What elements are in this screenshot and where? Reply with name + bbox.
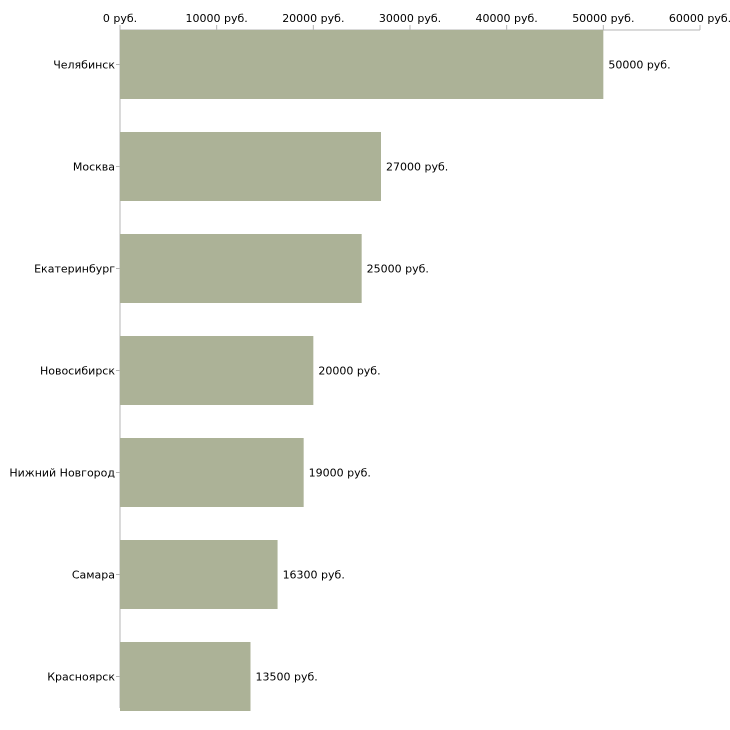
category-label: Новосибирск bbox=[40, 365, 115, 378]
x-tick-label: 40000 руб. bbox=[476, 12, 538, 25]
category-label: Москва bbox=[73, 161, 115, 174]
value-label: 13500 руб. bbox=[256, 671, 318, 684]
bar bbox=[120, 540, 278, 609]
category-label: Самара bbox=[72, 569, 115, 582]
value-label: 20000 руб. bbox=[318, 365, 380, 378]
x-tick-label: 20000 руб. bbox=[282, 12, 344, 25]
x-axis: 0 руб. 10000 руб. 20000 руб. 30000 руб. 4000… bbox=[103, 12, 730, 31]
x-tick-label: 0 руб. bbox=[103, 12, 137, 25]
bar bbox=[120, 30, 604, 99]
bars bbox=[120, 30, 604, 711]
category-label: Нижний Новгород bbox=[9, 467, 115, 480]
category-label: Челябинск bbox=[53, 59, 115, 72]
value-labels: 50000 руб. 27000 руб. 25000 руб. 20000 руб.… bbox=[256, 59, 671, 684]
bar bbox=[120, 438, 304, 507]
bar bbox=[120, 336, 314, 405]
category-label: Екатеринбург bbox=[34, 263, 115, 276]
value-label: 16300 руб. bbox=[283, 569, 345, 582]
bar bbox=[120, 132, 381, 201]
value-label: 25000 руб. bbox=[367, 263, 429, 276]
category-label: Красноярск bbox=[47, 671, 115, 684]
x-tick-label: 30000 руб. bbox=[379, 12, 441, 25]
value-label: 50000 руб. bbox=[608, 59, 670, 72]
value-label: 27000 руб. bbox=[386, 161, 448, 174]
y-axis: Челябинск Москва Екатеринбург Новосибирск Ни… bbox=[9, 30, 121, 708]
x-tick-label: 10000 руб. bbox=[186, 12, 248, 25]
bar bbox=[120, 642, 251, 711]
bar bbox=[120, 234, 362, 303]
x-tick-label: 60000 руб. bbox=[669, 12, 730, 25]
value-label: 19000 руб. bbox=[309, 467, 371, 480]
x-tick-label: 50000 руб. bbox=[572, 12, 634, 25]
